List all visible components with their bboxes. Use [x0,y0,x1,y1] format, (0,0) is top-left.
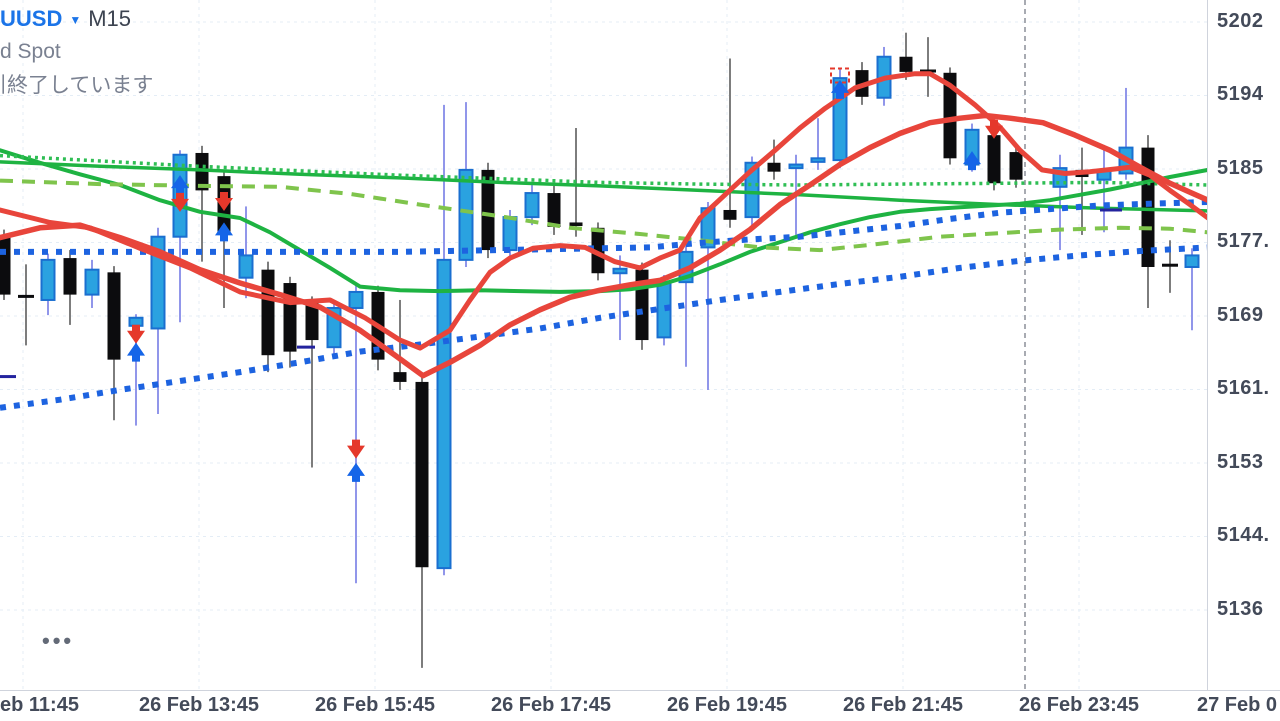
candle-down [569,222,583,227]
candlestick-chart[interactable] [0,0,1280,690]
candle-down [107,272,121,360]
time-label: eb 11:45 [0,694,79,716]
price-label: 5136 [1217,597,1264,620]
candle-up [40,258,56,301]
sell-arrow-icon [127,324,145,344]
candle-down [63,258,77,295]
candle-down [481,169,495,251]
sell-arrow-icon [215,191,233,211]
price-label: 5144. [1217,524,1270,547]
price-label: 5169 [1217,303,1264,326]
candle-down [305,302,319,341]
candle-doji [920,69,936,73]
ma-red-slow [0,112,1207,379]
sell-arrow-icon [171,192,189,212]
candle-doji [1162,263,1178,267]
buy-arrow-icon [171,175,189,195]
price-label: 5161. [1217,377,1270,400]
plot-area[interactable] [0,0,1208,690]
candle-up [458,168,474,261]
more-options-button[interactable]: ••• [42,628,75,653]
candle-up [788,163,804,170]
candle-down [767,162,781,172]
candle-up [238,254,254,279]
signal-box-icon [830,67,850,84]
time-label: 26 Feb 21:45 [842,694,964,716]
candle-up [150,235,166,330]
buy-arrow-icon [347,462,365,482]
candle-down [261,269,275,356]
time-label: 27 Feb 0 [1197,694,1278,716]
time-label: 26 Feb 19:45 [666,694,788,716]
candle-up [810,157,826,163]
candle-down [899,56,913,72]
candle-up [612,267,628,275]
candle-up [348,290,364,309]
candle-up [744,161,760,219]
price-label: 5177. [1217,230,1270,253]
time-axis[interactable]: eb 11:45 26 Feb 13:45 26 Feb 15:45 26 Feb 1… [0,690,1280,721]
price-axis[interactable]: 5202 5194 5185 5177. 5169 5161. 5153 5144. 5136 [1207,0,1280,690]
buy-arrow-icon [831,79,849,99]
candle-down [0,234,11,295]
price-label: 5194 [1217,83,1264,106]
candle-down [1009,152,1023,180]
candle-up [1184,254,1200,268]
candle-up [524,192,540,219]
candle-up [84,268,100,296]
time-label: 26 Feb 17:45 [490,694,612,716]
ma-green-slow [0,160,1207,213]
candle-up [128,316,144,327]
ma-red-fast [0,71,1207,351]
buy-arrow-icon [127,342,145,362]
trend-blue-upper [0,199,1207,255]
candle-down [987,135,1001,184]
candle-doji [18,294,34,298]
buy-arrow-icon [963,151,981,171]
sell-arrow-icon [347,439,365,459]
candle-down [415,381,429,568]
candle-down [547,193,561,227]
price-label: 5185 [1217,156,1264,179]
time-label: 26 Feb 23:45 [1018,694,1140,716]
candle-down [723,209,737,220]
time-label: 26 Feb 13:45 [138,694,260,716]
candle-up [502,216,518,252]
trend-blue-lower [0,244,1207,411]
candle-down [393,372,407,382]
buy-arrow-icon [215,222,233,242]
ma-green-dashed [0,178,1207,253]
sell-arrow-icon [985,119,1003,139]
time-label: 26 Feb 15:45 [314,694,436,716]
candle-down [943,72,957,159]
candle-up [436,258,452,570]
price-label: 5153 [1217,450,1264,473]
candle-down [283,283,297,352]
price-label: 5202 [1217,10,1264,32]
candle-down [591,227,605,274]
